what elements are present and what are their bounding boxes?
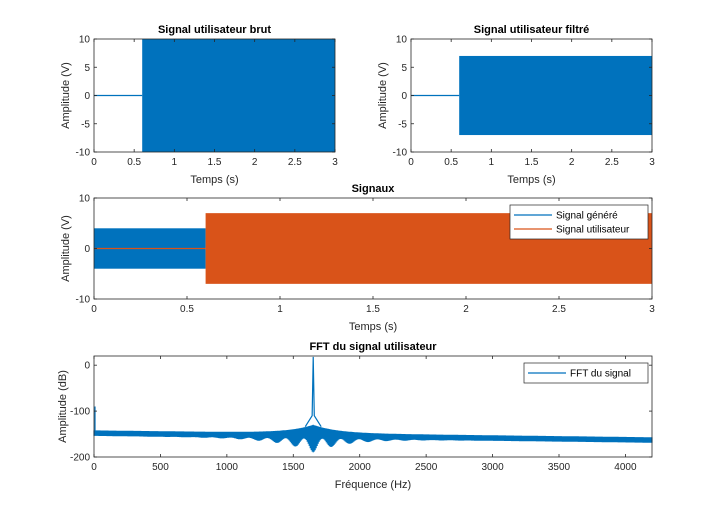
x-tick-label: 2.5 xyxy=(552,304,566,315)
y-tick-label: -10 xyxy=(76,148,91,159)
y-tick-label: -200 xyxy=(70,453,90,464)
filtered-data-layer xyxy=(411,55,652,136)
raw-title: Signal utilisateur brut xyxy=(158,24,271,36)
x-tick-label: 0 xyxy=(91,304,97,315)
signals-y-ticks: -10 0 10 xyxy=(76,194,652,306)
x-tick-label: 3 xyxy=(649,157,655,168)
x-tick-label: 1.5 xyxy=(366,304,380,315)
x-tick-label: 1 xyxy=(489,157,495,168)
x-tick-label: 2 xyxy=(463,304,469,315)
x-tick-label: 2.5 xyxy=(288,157,302,168)
y-tick-label: -100 xyxy=(70,407,90,418)
x-tick-label: 3 xyxy=(332,157,338,168)
plot-filtered: 0 0.5 1 1.5 2 2.5 3 -10 -5 0 5 10 Signal utilisate… xyxy=(377,24,655,186)
fft-y-ticks: -200 -100 0 xyxy=(70,361,652,464)
y-tick-label: 0 xyxy=(84,361,90,372)
fft-peak xyxy=(304,356,322,427)
x-tick-label: 1.5 xyxy=(525,157,539,168)
x-tick-label: 1.5 xyxy=(208,157,222,168)
raw-data-layer xyxy=(94,39,335,152)
x-tick-label: 0.5 xyxy=(444,157,458,168)
fft-title: FFT du signal utilisateur xyxy=(309,341,437,353)
x-tick-label: 2 xyxy=(569,157,575,168)
fft-legend: FFT du signal xyxy=(523,362,649,384)
legend-box xyxy=(523,362,649,384)
filtered-y-ticks: -10 -5 0 5 10 xyxy=(393,35,652,159)
x-tick-label: 2500 xyxy=(415,462,438,473)
signals-x-label: Temps (s) xyxy=(349,321,397,333)
raw-y-label: Amplitude (V) xyxy=(60,62,72,129)
x-tick-label: 500 xyxy=(152,462,169,473)
raw-series-0-segment-1-oscillation xyxy=(142,39,335,152)
y-tick-label: -5 xyxy=(398,119,407,130)
x-tick-label: 4000 xyxy=(614,462,637,473)
x-tick-label: 2000 xyxy=(349,462,372,473)
x-tick-label: 3000 xyxy=(481,462,504,473)
y-tick-label: 0 xyxy=(84,244,90,255)
y-tick-label: -10 xyxy=(76,295,91,306)
y-tick-label: 10 xyxy=(396,35,408,46)
y-tick-label: -10 xyxy=(393,148,408,159)
filtered-title: Signal utilisateur filtré xyxy=(474,24,590,36)
filtered-x-ticks: 0 0.5 1 1.5 2 2.5 3 xyxy=(408,39,655,168)
x-tick-label: 2 xyxy=(252,157,258,168)
y-tick-label: -5 xyxy=(81,119,90,130)
x-tick-label: 1 xyxy=(277,304,283,315)
x-tick-label: 3 xyxy=(649,304,655,315)
fft-y-label: Amplitude (dB) xyxy=(57,370,69,443)
x-tick-label: 2.5 xyxy=(605,157,619,168)
axes-box xyxy=(93,355,653,458)
x-tick-label: 0 xyxy=(91,157,97,168)
x-tick-label: 1 xyxy=(172,157,178,168)
filtered-series-0-segment-1-oscillation xyxy=(459,55,652,136)
y-tick-label: 5 xyxy=(401,63,407,74)
x-tick-label: 3500 xyxy=(548,462,571,473)
legend-box xyxy=(509,204,649,240)
raw-y-ticks: -10 -5 0 5 10 xyxy=(76,35,335,159)
raw-x-label: Temps (s) xyxy=(190,174,238,186)
signals-x-ticks: 0 0.5 1 1.5 2 2.5 3 xyxy=(91,198,655,315)
legend-label-fft: FFT du signal xyxy=(570,369,631,380)
fft-x-ticks: 0 500 1000 1500 2000 2500 3000 3500 4000 xyxy=(91,356,637,473)
filtered-x-label: Temps (s) xyxy=(507,174,555,186)
signals-title: Signaux xyxy=(352,183,396,195)
filtered-y-label: Amplitude (V) xyxy=(377,62,389,129)
raw-x-ticks: 0 0.5 1 1.5 2 2.5 3 xyxy=(91,39,338,168)
signals-legend: Signal généré Signal utilisateur xyxy=(509,204,649,240)
plot-fft: 0 500 1000 1500 2000 2500 3000 3500 4000 -200 -10… xyxy=(57,341,653,491)
y-tick-label: 10 xyxy=(79,194,91,205)
x-tick-label: 1500 xyxy=(282,462,305,473)
fft-series-line xyxy=(94,432,652,441)
x-tick-label: 0 xyxy=(408,157,414,168)
fft-x-label: Fréquence (Hz) xyxy=(335,479,411,491)
x-tick-label: 0.5 xyxy=(127,157,141,168)
signals-y-label: Amplitude (V) xyxy=(60,215,72,282)
y-tick-label: 0 xyxy=(84,91,90,102)
y-tick-label: 10 xyxy=(79,35,91,46)
x-tick-label: 0 xyxy=(91,462,97,473)
legend-label-signal-utilisateur: Signal utilisateur xyxy=(556,225,630,236)
plot-raw: 0 0.5 1 1.5 2 2.5 3 -10 -5 0 5 10 Signal utilisate… xyxy=(60,24,338,186)
legend-label-signal-genere: Signal généré xyxy=(556,211,618,222)
x-tick-label: 0.5 xyxy=(180,304,194,315)
x-tick-label: 1000 xyxy=(216,462,239,473)
y-tick-label: 0 xyxy=(401,91,407,102)
y-tick-label: 5 xyxy=(84,63,90,74)
